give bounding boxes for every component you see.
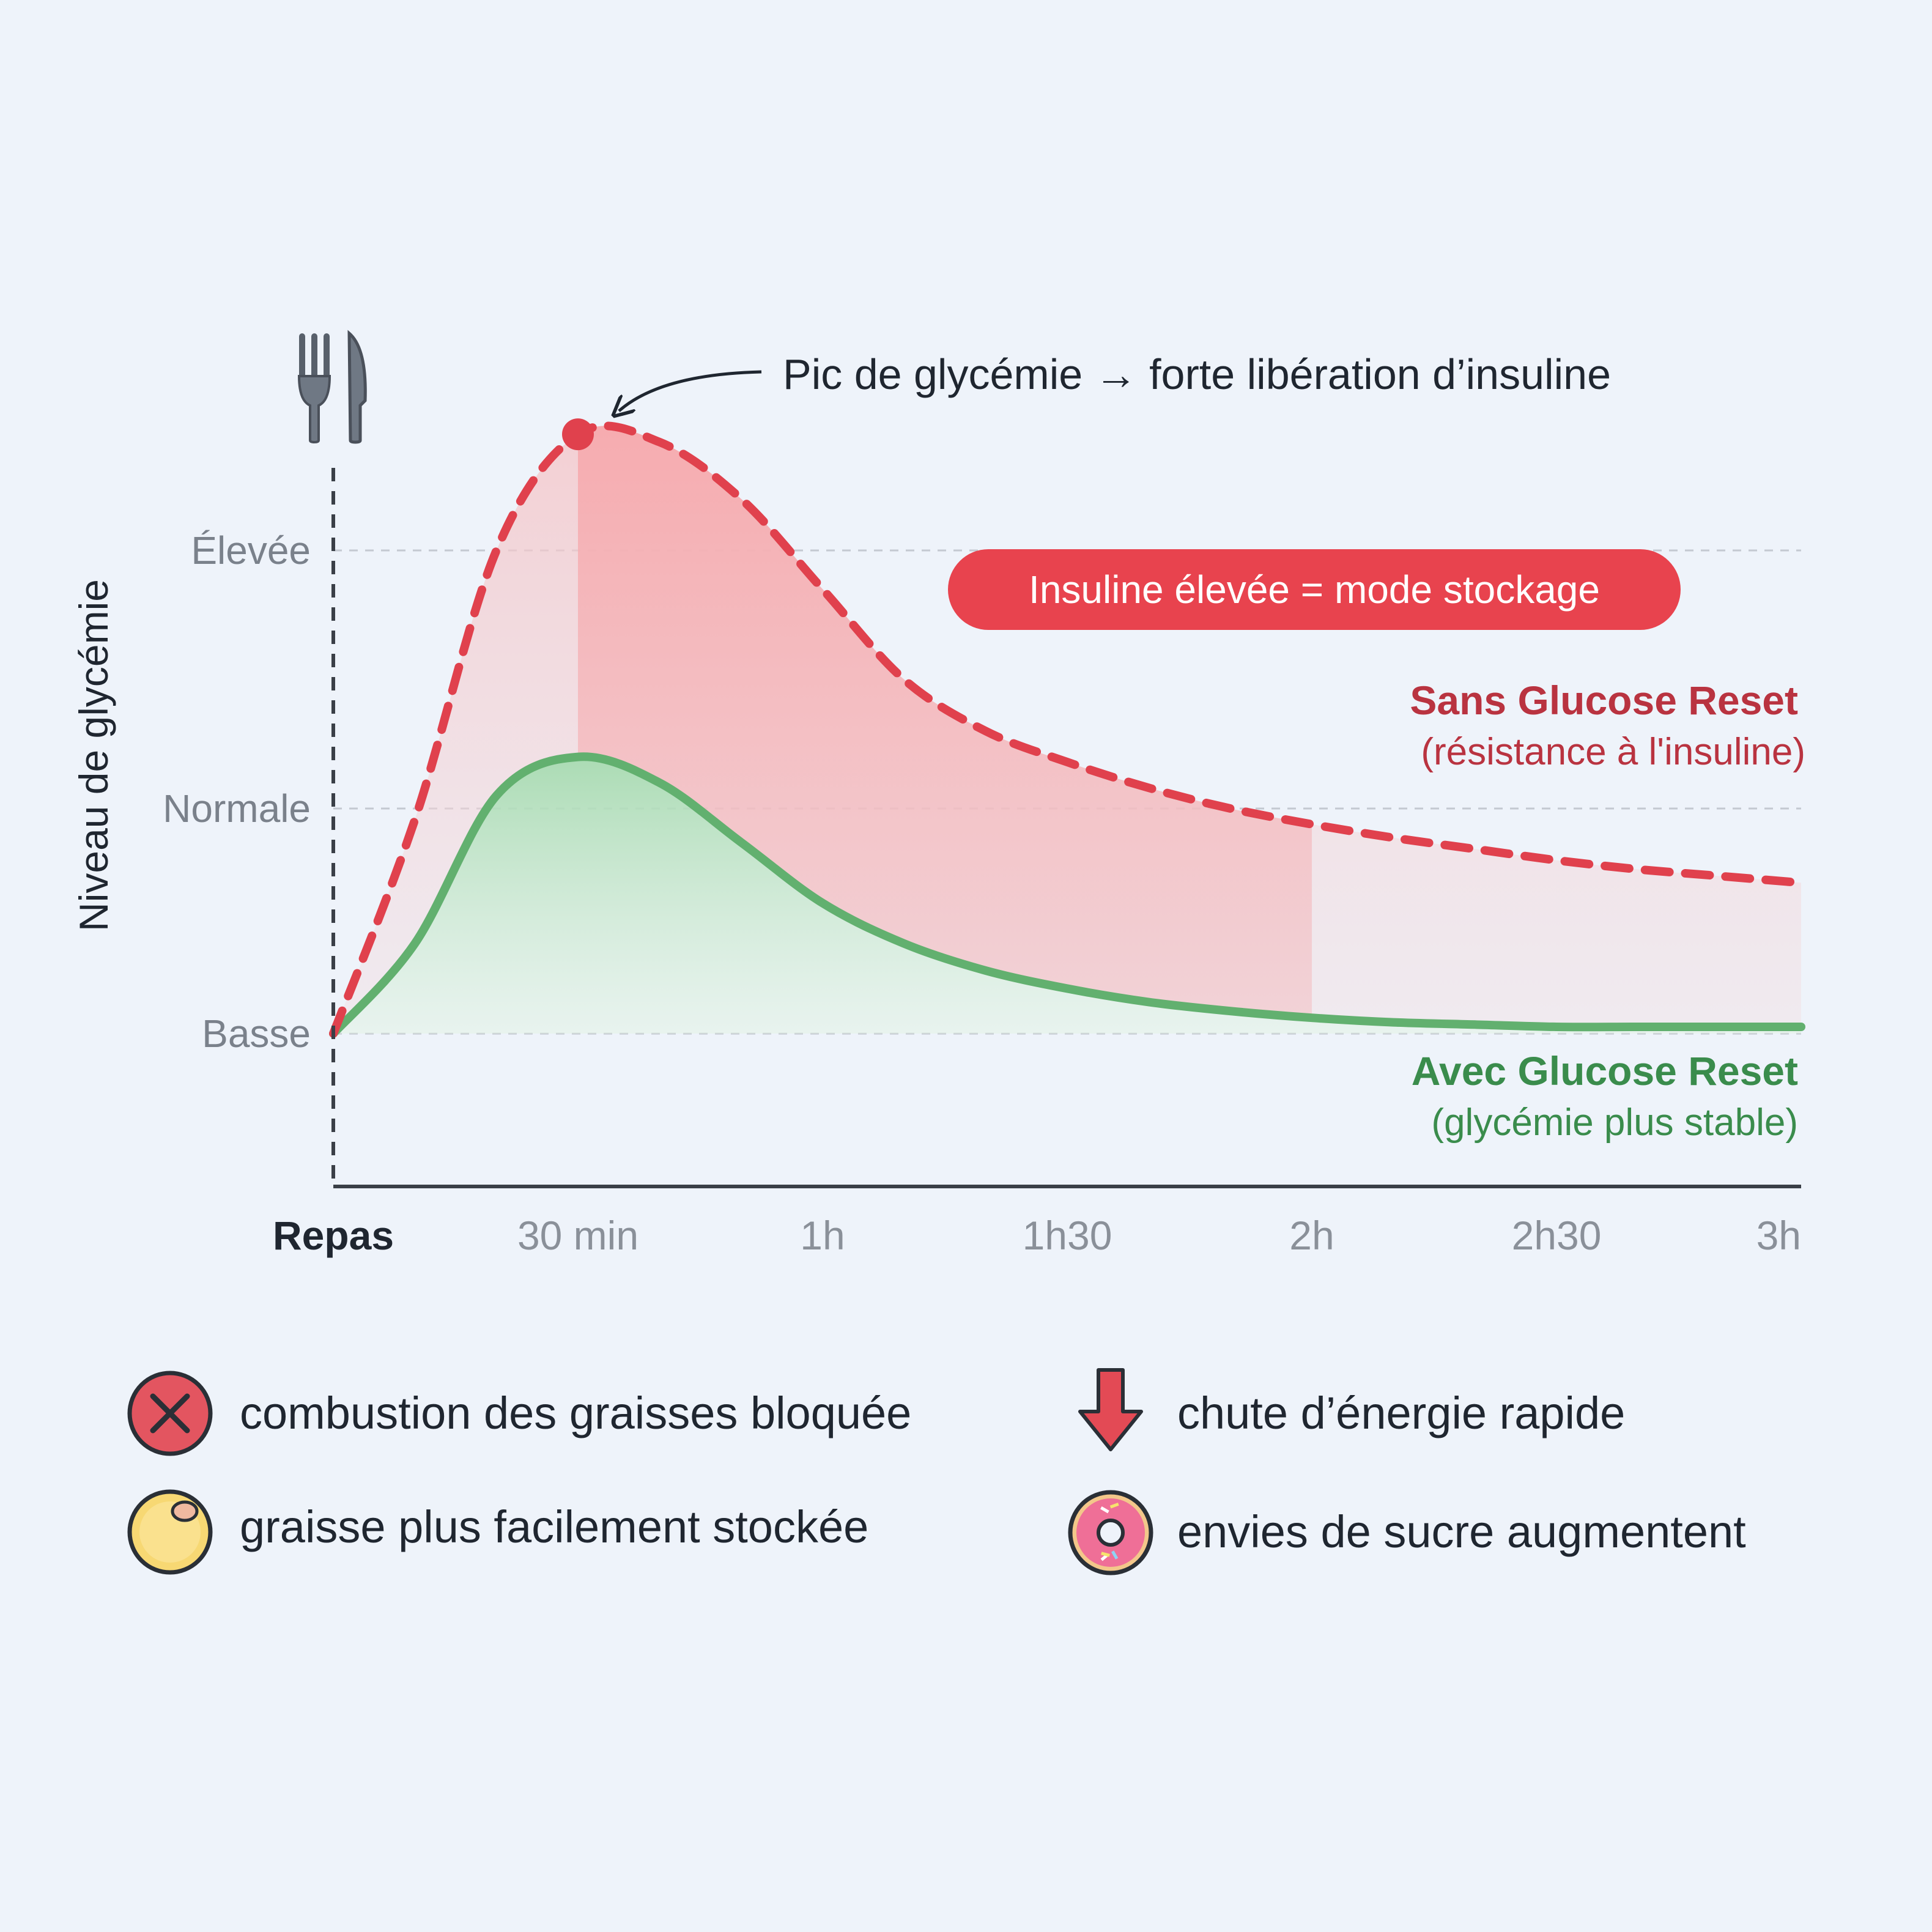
insulin-badge: Insuline élevée = mode stockage [948,549,1681,630]
x-tick-labels: Repas 30 min 1h 1h30 2h 2h30 3h [273,1213,1801,1258]
y-tick-label: Élevée [191,528,311,572]
peak-point [562,418,594,451]
y-tick-label: Normale [163,786,311,831]
series-line-sans-glucose-reset [329,421,1805,1038]
x-tick-label: 3h [1756,1213,1801,1258]
series-label-sans-glucose-reset: Sans Glucose Reset [1410,678,1798,723]
down-arrow-icon [1078,1368,1143,1451]
legend-label-combustion: combustion des graisses bloquée [240,1388,911,1438]
series-note-avec-glucose-reset: (glycémie plus stable) [1431,1101,1798,1144]
donut-icon [1068,1490,1153,1575]
x-tick-label: 30 min [517,1213,638,1258]
fat-cell-icon [127,1489,213,1575]
insulin-badge-text: Insuline élevée = mode stockage [1029,568,1600,612]
legend-label-chute-energie: chute d’énergie rapide [1177,1388,1625,1438]
legend: combustion des graisses bloquée chute d’… [127,1368,1746,1575]
series-label-avec-glucose-reset: Avec Glucose Reset [1412,1048,1798,1094]
y-tick-label: Basse [202,1012,311,1056]
fork-knife-icon [297,330,367,444]
series-note-sans-glucose-reset: (résistance à l'insuline) [1421,731,1805,773]
legend-label-graisse-stockee: graisse plus facilement stockée [240,1501,868,1552]
peak-annotation-arrow [619,370,762,411]
x-tick-label: 1h30 [1023,1213,1112,1258]
legend-label-envies-sucre: envies de sucre augmentent [1177,1506,1746,1557]
y-axis-label: Niveau de glycémie [71,579,116,931]
x-tick-label: 2h30 [1512,1213,1602,1258]
red-area-highlight-fill [578,426,1312,1018]
y-tick-labels: Basse Normale Élevée [163,528,311,1056]
x-tick-label: Repas [273,1213,394,1258]
x-tick-label: 2h [1289,1213,1334,1258]
green-area-fill [333,757,1801,1034]
peak-annotation-text: Pic de glycémie → forte libération d’ins… [783,350,1611,398]
series-line-avec-glucose-reset [329,752,1805,1038]
x-tick-label: 1h [800,1213,845,1258]
cross-circle-icon [127,1371,213,1456]
